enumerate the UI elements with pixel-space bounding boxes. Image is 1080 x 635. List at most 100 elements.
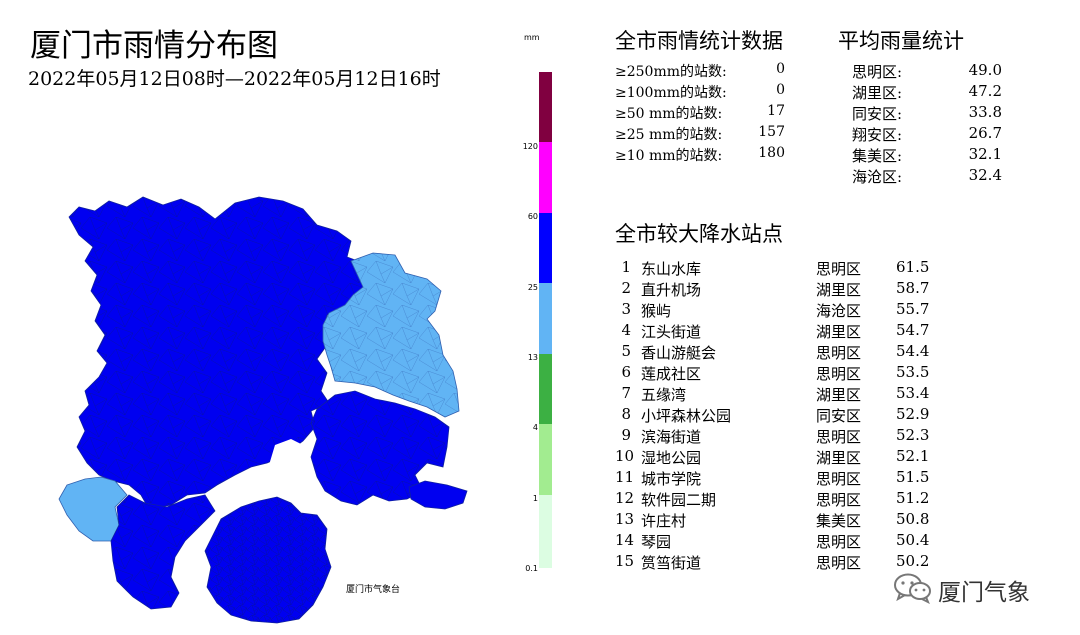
stat-label: ≥10 mm的站数: bbox=[615, 148, 723, 164]
legend-swatch-2 bbox=[539, 213, 552, 283]
station-value: 52.1 bbox=[896, 447, 930, 465]
station-row: 5 香山游艇会 思明区 54.4 bbox=[615, 342, 935, 363]
average-row: 翔安区: 26.7 bbox=[852, 124, 1002, 145]
station-row: 15 筼筜街道 思明区 50.2 bbox=[615, 552, 935, 573]
station-name: 猴屿 bbox=[641, 302, 672, 320]
station-rank: 15 bbox=[615, 552, 635, 570]
stat-value: 0 bbox=[776, 61, 785, 77]
station-name: 琴园 bbox=[641, 533, 672, 551]
average-row: 同安区: 33.8 bbox=[852, 103, 1002, 124]
rainfall-map bbox=[58, 196, 468, 624]
district-label: 翔安区: bbox=[852, 126, 903, 144]
station-name: 软件园二期 bbox=[641, 491, 717, 509]
stat-value: 157 bbox=[758, 124, 785, 140]
station-rank: 9 bbox=[621, 426, 631, 444]
average-value: 32.1 bbox=[968, 145, 1002, 163]
district-label: 海沧区: bbox=[852, 168, 903, 186]
station-value: 52.9 bbox=[896, 405, 930, 423]
station-rank: 11 bbox=[615, 468, 635, 486]
average-row: 思明区: 49.0 bbox=[852, 61, 1002, 82]
station-row: 7 五缘湾 湖里区 53.4 bbox=[615, 384, 935, 405]
station-rank: 6 bbox=[621, 363, 631, 381]
stat-label: ≥25 mm的站数: bbox=[615, 127, 723, 143]
station-name: 筼筜街道 bbox=[641, 554, 702, 572]
watermark-text: 厦门气象 bbox=[938, 580, 1030, 606]
station-rank: 12 bbox=[615, 489, 635, 507]
stat-row: ≥50 mm的站数: 17 bbox=[615, 103, 785, 124]
station-district: 思明区 bbox=[816, 344, 862, 362]
legend-swatch-5 bbox=[539, 424, 552, 495]
wechat-icon bbox=[894, 573, 931, 604]
station-row: 10 湿地公园 湖里区 52.1 bbox=[615, 447, 935, 468]
legend-tick: 60 bbox=[527, 212, 538, 221]
legend-tick: 1 bbox=[532, 494, 538, 503]
station-value: 51.5 bbox=[896, 468, 930, 486]
station-rank: 1 bbox=[621, 258, 631, 276]
station-value: 53.4 bbox=[896, 384, 930, 402]
station-row: 2 直升机场 湖里区 58.7 bbox=[615, 279, 935, 300]
station-row: 6 莲成社区 思明区 53.5 bbox=[615, 363, 935, 384]
legend-swatch-6 bbox=[539, 495, 552, 568]
station-district: 思明区 bbox=[816, 533, 862, 551]
station-rank: 3 bbox=[621, 300, 631, 318]
legend-swatch-4 bbox=[539, 354, 552, 424]
station-district: 思明区 bbox=[816, 260, 862, 278]
station-district: 思明区 bbox=[816, 554, 862, 572]
station-rank: 8 bbox=[621, 405, 631, 423]
average-value: 47.2 bbox=[968, 82, 1002, 100]
average-value: 32.4 bbox=[968, 166, 1002, 184]
station-rank: 7 bbox=[621, 384, 631, 402]
station-rank: 5 bbox=[621, 342, 631, 360]
station-name: 莲成社区 bbox=[641, 365, 702, 383]
station-district: 思明区 bbox=[816, 365, 862, 383]
station-value: 54.4 bbox=[896, 342, 930, 360]
average-value: 26.7 bbox=[968, 124, 1002, 142]
station-district: 湖里区 bbox=[816, 281, 862, 299]
average-row: 海沧区: 32.4 bbox=[852, 166, 1002, 187]
station-value: 53.5 bbox=[896, 363, 930, 381]
station-value: 55.7 bbox=[896, 300, 930, 318]
stat-value: 17 bbox=[767, 103, 785, 119]
station-row: 1 东山水库 思明区 61.5 bbox=[615, 258, 935, 279]
station-row: 8 小坪森林公园 同安区 52.9 bbox=[615, 405, 935, 426]
stat-label: ≥100mm的站数: bbox=[615, 85, 727, 101]
stat-row: ≥250mm的站数: 0 bbox=[615, 61, 785, 82]
station-row: 9 滨海街道 思明区 52.3 bbox=[615, 426, 935, 447]
legend-tick: 4 bbox=[532, 423, 538, 432]
stat-value: 180 bbox=[758, 145, 785, 161]
average-value: 33.8 bbox=[968, 103, 1002, 121]
legend-tick: 25 bbox=[527, 283, 538, 292]
islet-east bbox=[408, 480, 468, 510]
station-value: 58.7 bbox=[896, 279, 930, 297]
station-name: 香山游艇会 bbox=[641, 344, 717, 362]
stat-label: ≥50 mm的站数: bbox=[615, 106, 723, 122]
station-district: 思明区 bbox=[816, 470, 862, 488]
station-name: 许庄村 bbox=[641, 512, 687, 530]
legend-swatch-1 bbox=[539, 142, 552, 213]
station-row: 12 软件园二期 思明区 51.2 bbox=[615, 489, 935, 510]
stat-row: ≥10 mm的站数: 180 bbox=[615, 145, 785, 166]
average-row: 湖里区: 47.2 bbox=[852, 82, 1002, 103]
credit-label: 厦门市气象台 bbox=[346, 585, 401, 595]
station-rank: 10 bbox=[615, 447, 635, 465]
station-district: 集美区 bbox=[816, 512, 862, 530]
stats-title: 全市雨情统计数据 bbox=[615, 29, 783, 53]
average-row: 集美区: 32.1 bbox=[852, 145, 1002, 166]
station-district: 同安区 bbox=[816, 407, 862, 425]
station-name: 直升机场 bbox=[641, 281, 702, 299]
legend-swatch-0 bbox=[539, 72, 552, 142]
station-name: 湿地公园 bbox=[641, 449, 702, 467]
station-district: 海沧区 bbox=[816, 302, 862, 320]
district-label: 思明区: bbox=[852, 63, 903, 81]
station-name: 城市学院 bbox=[641, 470, 702, 488]
station-row: 14 琴园 思明区 50.4 bbox=[615, 531, 935, 552]
station-value: 51.2 bbox=[896, 489, 930, 507]
legend-tick: 13 bbox=[527, 353, 538, 362]
station-name: 小坪森林公园 bbox=[641, 407, 732, 425]
stations-title: 全市较大降水站点 bbox=[615, 222, 783, 246]
station-district: 思明区 bbox=[816, 428, 862, 446]
stat-row: ≥100mm的站数: 0 bbox=[615, 82, 785, 103]
station-district: 湖里区 bbox=[816, 386, 862, 404]
station-rank: 2 bbox=[621, 279, 631, 297]
stat-label: ≥250mm的站数: bbox=[615, 64, 727, 80]
